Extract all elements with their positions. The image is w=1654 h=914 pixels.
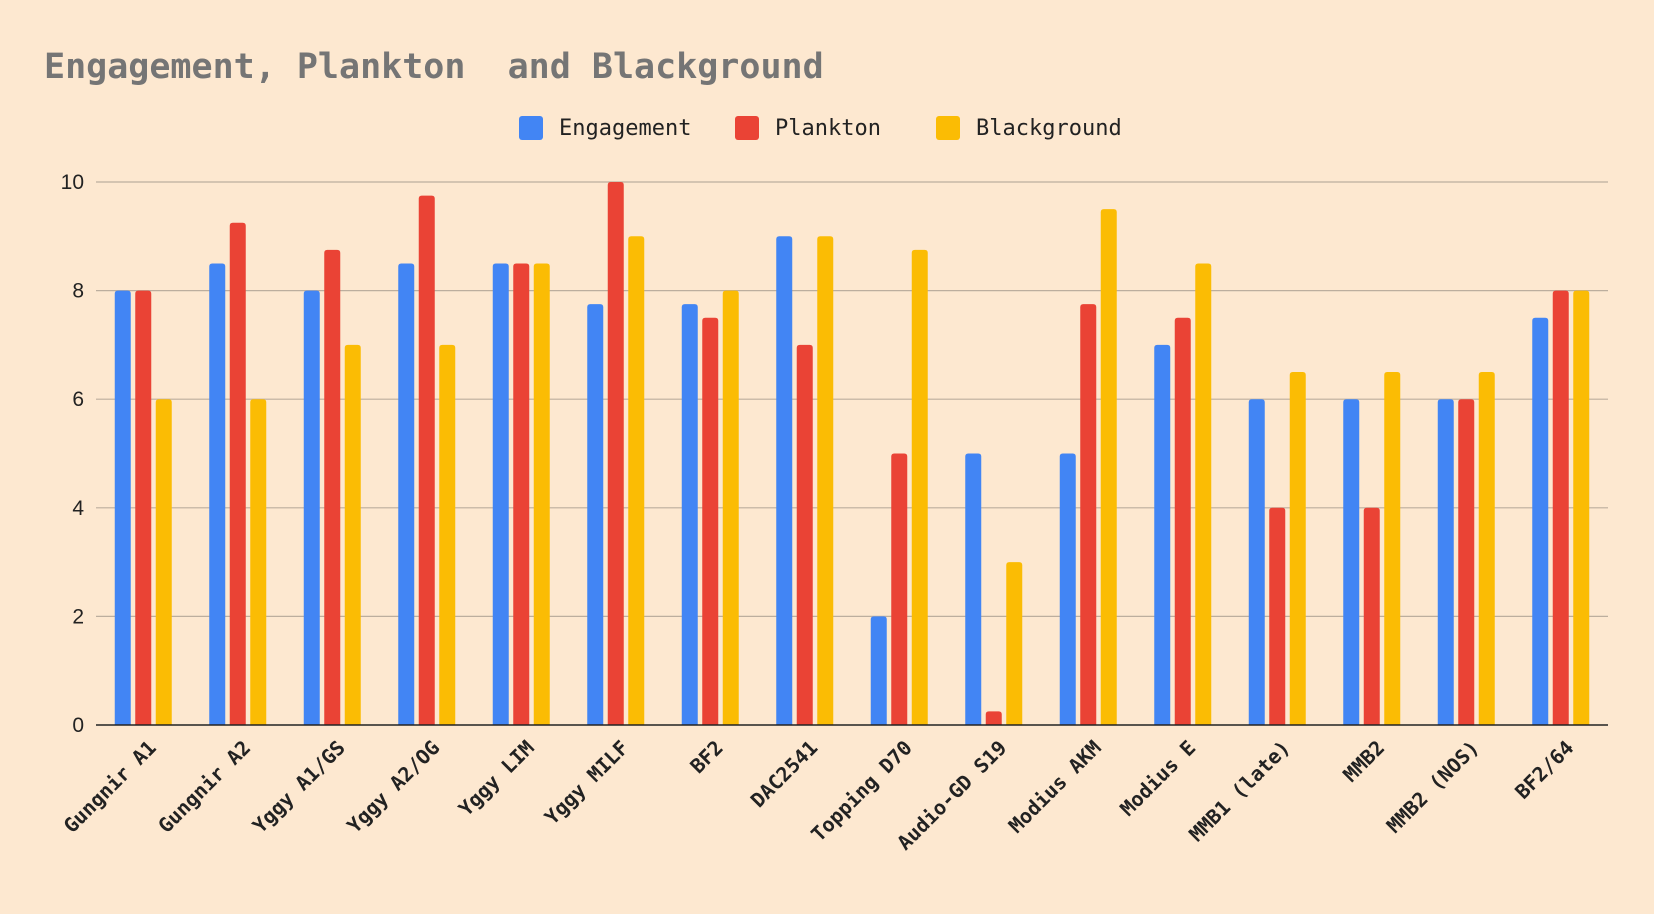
bar-blackground-13 xyxy=(1384,372,1401,725)
x-tick-label: MMB1 (late) xyxy=(1184,736,1295,847)
bar-plankton-3 xyxy=(418,195,435,725)
x-tick-label: Yggy MILF xyxy=(540,736,634,830)
chart-title: Engagement, Plankton and Blackground xyxy=(44,47,824,87)
bar-blackground-7 xyxy=(817,236,834,726)
bar-engagement-0 xyxy=(114,290,131,725)
x-tick-label: Gungnir A1 xyxy=(59,736,161,838)
legend-swatch xyxy=(936,116,960,140)
x-tick-label: Yggy LIM xyxy=(454,736,539,821)
x-tick-label: Yggy A2/OG xyxy=(342,736,444,838)
bar-engagement-4 xyxy=(492,263,509,725)
bar-blackground-5 xyxy=(628,236,645,726)
bar-engagement-3 xyxy=(398,263,415,725)
bar-blackground-1 xyxy=(250,399,267,725)
bars xyxy=(114,182,1590,726)
x-tick-label: Yggy A1/GS xyxy=(248,736,350,838)
bar-plankton-10 xyxy=(1080,304,1097,725)
bar-plankton-1 xyxy=(229,222,246,725)
bar-engagement-14 xyxy=(1437,399,1454,725)
bar-plankton-9 xyxy=(985,711,1002,725)
bar-blackground-3 xyxy=(439,344,456,725)
bar-plankton-13 xyxy=(1363,507,1380,725)
bar-blackground-6 xyxy=(722,290,739,725)
legend-item-blackground: Blackground xyxy=(936,116,1122,141)
legend: Engagement Plankton Blackground xyxy=(519,116,1122,141)
bar-plankton-4 xyxy=(513,263,530,725)
bar-plankton-11 xyxy=(1174,317,1191,725)
x-tick-label: Gungnir A2 xyxy=(153,736,255,838)
bar-engagement-13 xyxy=(1343,399,1360,725)
bar-blackground-8 xyxy=(911,249,928,725)
legend-item-plankton: Plankton xyxy=(735,116,881,141)
bar-blackground-14 xyxy=(1478,372,1495,725)
legend-swatch xyxy=(519,116,543,140)
bar-blackground-15 xyxy=(1573,290,1590,725)
gridlines xyxy=(96,181,1608,618)
bar-plankton-5 xyxy=(607,182,624,725)
legend-label: Plankton xyxy=(775,116,881,141)
bar-plankton-8 xyxy=(891,453,908,725)
bar-blackground-12 xyxy=(1289,372,1306,725)
bar-plankton-15 xyxy=(1552,290,1569,725)
bar-plankton-2 xyxy=(324,249,341,725)
bar-engagement-8 xyxy=(870,616,887,725)
y-tick-label: 10 xyxy=(61,171,84,194)
bar-engagement-15 xyxy=(1532,317,1549,725)
bar-engagement-9 xyxy=(965,453,982,725)
bar-plankton-0 xyxy=(135,290,152,725)
bar-engagement-5 xyxy=(587,304,604,725)
bar-plankton-6 xyxy=(702,317,719,725)
x-tick-label: BF2 xyxy=(685,736,728,779)
bar-blackground-0 xyxy=(155,399,172,725)
y-tick-label: 2 xyxy=(72,605,84,628)
bar-blackground-11 xyxy=(1195,263,1212,725)
x-tick-label: DAC2541 xyxy=(746,736,823,813)
bar-blackground-9 xyxy=(1006,562,1023,725)
bar-engagement-11 xyxy=(1154,344,1171,725)
bar-blackground-4 xyxy=(533,263,550,725)
y-tick-label: 0 xyxy=(72,714,84,737)
y-axis-ticks: 0 2 4 6 8 10 xyxy=(61,171,85,737)
x-tick-label: BF2/64 xyxy=(1510,736,1578,804)
bar-engagement-6 xyxy=(681,304,698,725)
y-tick-label: 8 xyxy=(72,280,84,303)
bar-plankton-7 xyxy=(796,344,813,725)
bar-engagement-1 xyxy=(209,263,226,725)
bar-engagement-12 xyxy=(1248,399,1265,725)
bar-blackground-10 xyxy=(1100,209,1117,725)
bar-plankton-12 xyxy=(1269,507,1286,725)
x-tick-label: MMB2 xyxy=(1338,736,1389,787)
bar-engagement-2 xyxy=(303,290,320,725)
bar-blackground-2 xyxy=(344,344,361,725)
legend-label: Engagement xyxy=(559,116,691,141)
x-tick-label: Modius AKM xyxy=(1004,736,1106,838)
y-tick-label: 4 xyxy=(72,497,84,520)
bar-engagement-7 xyxy=(776,236,793,726)
legend-swatch xyxy=(735,116,759,140)
bar-plankton-14 xyxy=(1458,399,1475,725)
bar-engagement-10 xyxy=(1059,453,1076,725)
y-tick-label: 6 xyxy=(72,388,84,411)
legend-label: Blackground xyxy=(976,116,1122,141)
x-tick-label: Modius E xyxy=(1115,736,1200,821)
x-tick-label: MMB2 (NOS) xyxy=(1382,736,1484,838)
legend-item-engagement: Engagement xyxy=(519,116,691,141)
